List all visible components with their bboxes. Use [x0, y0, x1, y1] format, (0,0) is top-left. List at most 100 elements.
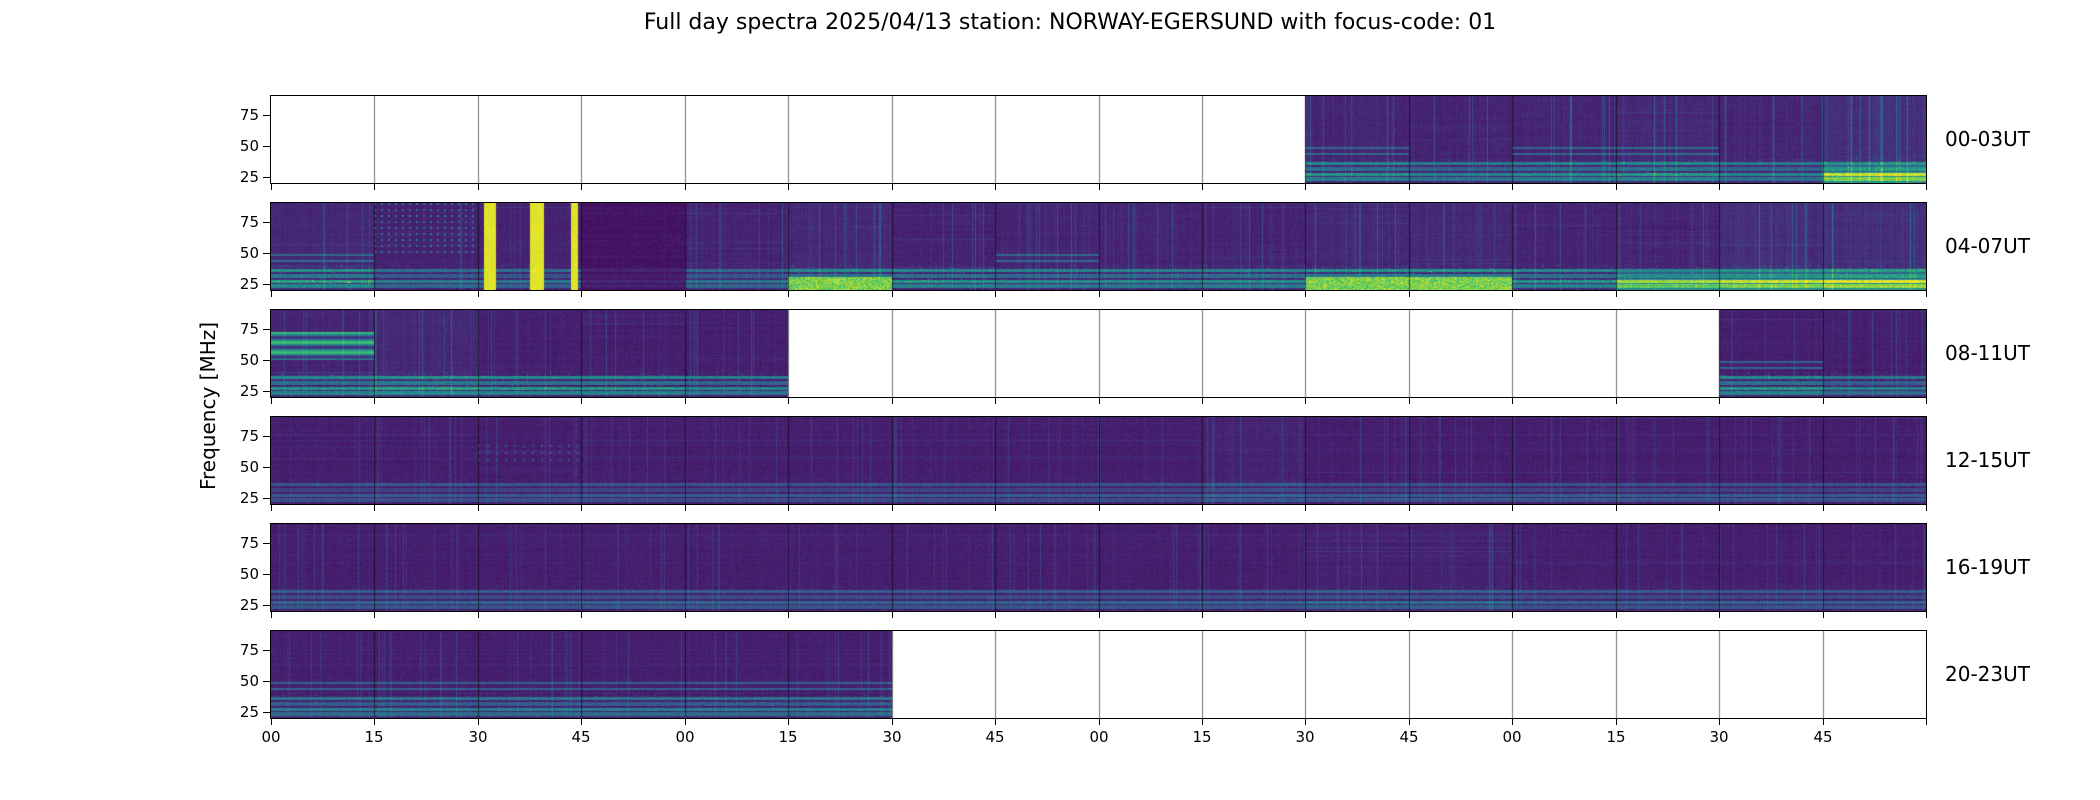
y-tick-label: 25 — [239, 489, 259, 507]
x-tick-mark — [374, 398, 375, 404]
x-tick-mark — [1719, 184, 1720, 190]
y-tick-label: 25 — [239, 168, 259, 186]
y-tick-mark — [263, 360, 270, 361]
row-label-00-03UT: 00-03UT — [1945, 127, 2030, 151]
x-tick-mark — [1202, 184, 1203, 190]
y-tick-mark — [263, 391, 270, 392]
x-tick-mark — [892, 184, 893, 190]
x-tick-mark — [892, 505, 893, 511]
x-tick-mark — [685, 291, 686, 297]
x-tick-mark — [685, 184, 686, 190]
x-tick-mark — [271, 719, 272, 725]
x-tick-mark — [685, 719, 686, 725]
x-tick-label: 45 — [1399, 728, 1419, 746]
x-tick-mark — [892, 398, 893, 404]
y-tick-mark — [263, 681, 270, 682]
y-tick-label: 75 — [239, 641, 259, 659]
x-tick-mark — [1099, 612, 1100, 618]
spectra-panel-00-03UT — [270, 95, 1927, 184]
x-tick-label: 00 — [1089, 728, 1109, 746]
y-tick-label: 25 — [239, 703, 259, 721]
x-tick-mark — [271, 398, 272, 404]
spectra-panel-16-19UT — [270, 523, 1927, 612]
x-tick-mark — [1099, 398, 1100, 404]
y-tick-label: 50 — [239, 351, 259, 369]
x-tick-mark — [1305, 612, 1306, 618]
y-tick-mark — [263, 146, 270, 147]
y-tick-label: 50 — [239, 565, 259, 583]
y-tick-label: 25 — [239, 275, 259, 293]
x-tick-mark — [1409, 612, 1410, 618]
x-tick-mark — [1099, 505, 1100, 511]
x-tick-mark — [1823, 505, 1824, 511]
x-tick-mark — [1719, 612, 1720, 618]
x-tick-mark — [1719, 398, 1720, 404]
x-tick-mark — [478, 719, 479, 725]
spectrogram-canvas — [271, 524, 1926, 611]
spectrogram-canvas — [271, 310, 1926, 397]
y-tick-label: 25 — [239, 596, 259, 614]
x-tick-mark — [1305, 291, 1306, 297]
spectrogram-canvas — [271, 96, 1926, 183]
row-label-12-15UT: 12-15UT — [1945, 448, 2030, 472]
x-tick-mark — [271, 505, 272, 511]
x-tick-mark — [788, 612, 789, 618]
x-tick-mark — [1616, 184, 1617, 190]
row-label-16-19UT: 16-19UT — [1945, 555, 2030, 579]
x-tick-mark — [1305, 398, 1306, 404]
x-tick-mark — [995, 184, 996, 190]
x-tick-mark — [271, 612, 272, 618]
x-tick-mark — [685, 398, 686, 404]
x-tick-mark — [685, 612, 686, 618]
x-tick-mark — [1409, 719, 1410, 725]
x-tick-mark — [995, 291, 996, 297]
x-tick-mark — [1512, 719, 1513, 725]
x-tick-mark — [478, 291, 479, 297]
x-tick-mark — [374, 291, 375, 297]
x-tick-mark — [478, 398, 479, 404]
x-tick-mark — [1926, 505, 1927, 511]
x-tick-mark — [1409, 291, 1410, 297]
x-tick-mark — [1719, 719, 1720, 725]
y-tick-label: 25 — [239, 382, 259, 400]
x-tick-mark — [581, 398, 582, 404]
x-tick-mark — [1823, 291, 1824, 297]
x-tick-mark — [1823, 398, 1824, 404]
x-tick-mark — [1616, 612, 1617, 618]
x-tick-label: 15 — [1606, 728, 1626, 746]
y-tick-mark — [263, 177, 270, 178]
x-tick-mark — [685, 505, 686, 511]
x-tick-mark — [374, 719, 375, 725]
spectra-panel-04-07UT — [270, 202, 1927, 291]
x-tick-mark — [478, 612, 479, 618]
y-tick-label: 50 — [239, 458, 259, 476]
spectra-panel-20-23UT — [270, 630, 1927, 719]
x-tick-label: 45 — [1813, 728, 1833, 746]
x-tick-mark — [1823, 184, 1824, 190]
x-tick-mark — [1926, 398, 1927, 404]
y-tick-label: 75 — [239, 106, 259, 124]
x-tick-mark — [892, 291, 893, 297]
x-tick-mark — [1616, 505, 1617, 511]
x-tick-mark — [1823, 719, 1824, 725]
x-tick-mark — [995, 398, 996, 404]
x-tick-label: 45 — [985, 728, 1005, 746]
x-tick-mark — [581, 612, 582, 618]
y-tick-mark — [263, 605, 270, 606]
x-tick-mark — [788, 291, 789, 297]
x-tick-mark — [1099, 719, 1100, 725]
x-tick-mark — [1512, 505, 1513, 511]
y-tick-label: 50 — [239, 244, 259, 262]
x-tick-mark — [1512, 184, 1513, 190]
x-tick-mark — [1926, 291, 1927, 297]
y-tick-mark — [263, 650, 270, 651]
x-tick-label: 30 — [882, 728, 902, 746]
y-tick-mark — [263, 467, 270, 468]
spectra-panel-12-15UT — [270, 416, 1927, 505]
y-tick-label: 75 — [239, 320, 259, 338]
x-tick-mark — [995, 505, 996, 511]
x-tick-mark — [1512, 291, 1513, 297]
x-tick-label: 00 — [1502, 728, 1522, 746]
y-tick-label: 75 — [239, 534, 259, 552]
